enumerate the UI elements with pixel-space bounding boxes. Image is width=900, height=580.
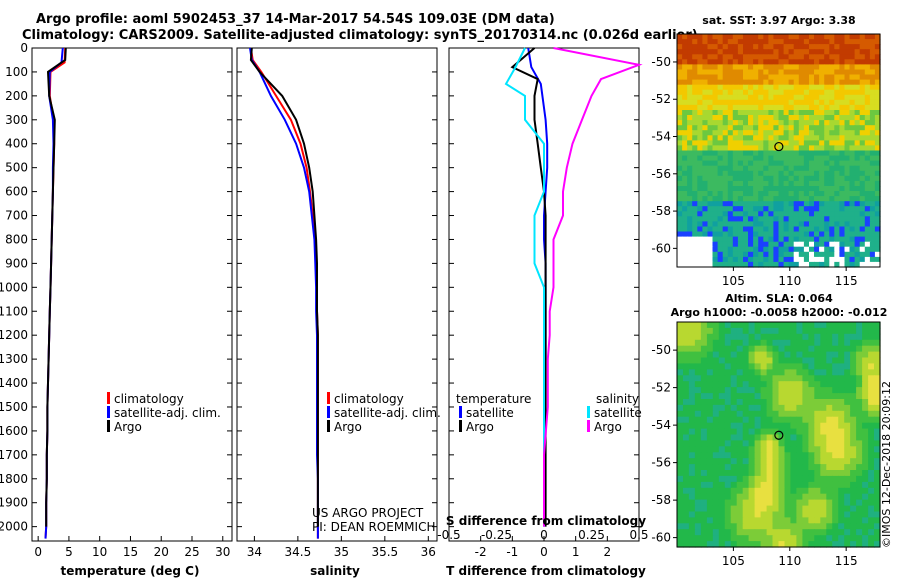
pi-credit: PI: DEAN ROEMMICH [312, 520, 435, 534]
salinity-plot: 34 34.5 35 35.5 36 [237, 47, 437, 559]
s-diff-tick-label: 0.25 [578, 528, 605, 542]
depth-tick-label: 1100 [0, 304, 28, 318]
diff-legend-temp-satellite-swatch [459, 406, 462, 418]
x-tick-label: 35.5 [371, 545, 398, 559]
s-difference-axis-label: S difference from climatology [446, 514, 646, 528]
depth-tick-label: 300 [5, 113, 28, 127]
depth-axis: 0 100 200 300 400 500 600 700 800 900 1000 1100 1200… [0, 41, 28, 534]
depth-tick-label: 500 [5, 161, 28, 175]
series-line-climatology [249, 47, 319, 539]
x-tick-label: 15 [123, 545, 138, 559]
x-tick-label: 0 [34, 545, 42, 559]
x-tick-label: 1 [572, 545, 580, 559]
sal-legend-satellite-swatch [327, 406, 330, 418]
depth-tick-label: 1600 [0, 424, 28, 438]
x-tick-label: 2 [604, 545, 612, 559]
depth-tick-label: 900 [5, 256, 28, 270]
depth-tick-label: 1500 [0, 400, 28, 414]
x-tick-label: 20 [154, 545, 169, 559]
climatology-title: Climatology: CARS2009. Satellite-adjuste… [22, 28, 698, 43]
depth-tick-label: 200 [5, 89, 28, 103]
s-diff-tick-label: 0.5 [629, 528, 648, 542]
series-line-salinity-argo [543, 47, 643, 527]
temp-legend-satellite: satellite-adj. clim. [114, 406, 221, 420]
series-line-salinity-satellite [504, 47, 545, 527]
diff-legend-temp-satellite: satellite [466, 406, 514, 420]
legend-satellite-swatch [107, 406, 110, 418]
legend-argo-swatch [107, 420, 110, 432]
salinity-panel [236, 47, 438, 542]
depth-tick-label: 100 [5, 65, 28, 79]
s-diff-tick-label: -0.5 [437, 528, 460, 542]
series-line-satellite-adj-clim- [249, 47, 319, 539]
depth-tick-label: 2000 [0, 520, 28, 534]
x-tick-label: 30 [215, 545, 230, 559]
series-line-argo [45, 47, 67, 527]
x-tick-label: 34.5 [285, 545, 312, 559]
depth-tick-label: 1700 [0, 448, 28, 462]
diff-legend-sal-satellite: satellite [594, 406, 642, 420]
x-tick-label: 5 [65, 545, 73, 559]
temp-legend-climatology: climatology [114, 392, 184, 406]
sal-legend-argo: Argo [334, 420, 362, 434]
profile-title: Argo profile: aoml 5902453_37 14-Mar-201… [36, 12, 555, 27]
temperature-panel [31, 47, 233, 542]
sal-legend-satellite: satellite-adj. clim. [334, 406, 441, 420]
temperature-axis-label: temperature (deg C) [61, 564, 200, 578]
sal-legend-argo-swatch [327, 420, 330, 432]
s-diff-tick-label: -0.25 [481, 528, 512, 542]
diff-legend-sal-argo: Argo [594, 420, 622, 434]
salinity-axis-label: salinity [310, 564, 360, 578]
depth-tick-label: 1300 [0, 352, 28, 366]
x-tick-label: 34 [247, 545, 262, 559]
temp-legend-argo: Argo [114, 420, 142, 434]
legend-climatology-swatch [107, 392, 110, 404]
diff-legend-sal-satellite-swatch [587, 406, 590, 418]
depth-tick-label: 1800 [0, 472, 28, 486]
x-tick-label: 36 [421, 545, 436, 559]
temperature-plot: 0 5 10 15 20 25 30 [32, 47, 232, 559]
series-line-argo [249, 47, 319, 527]
depth-tick-label: 0 [20, 41, 28, 55]
project-credit: US ARGO PROJECT [312, 506, 424, 520]
difference-plot: -2 -1 0 1 2 -0.5 -0.25 0 0.25 0.5 [437, 47, 649, 559]
series-line-temperature-argo [510, 47, 547, 527]
depth-tick-label: 1200 [0, 328, 28, 342]
sal-legend-climatology: climatology [334, 392, 404, 406]
diff-legend-temp-argo-swatch [459, 420, 462, 432]
s-diff-tick-label: 0 [540, 528, 548, 542]
t-difference-axis-label: T difference from climatology [446, 564, 646, 578]
depth-tick-label: 1400 [0, 376, 28, 390]
diff-legend-temperature-title: temperature [456, 392, 531, 406]
depth-tick-label: 600 [5, 185, 28, 199]
x-tick-label: 0 [540, 545, 548, 559]
x-tick-label: 25 [184, 545, 199, 559]
diff-legend-salinity-title: salinity [596, 392, 639, 406]
diff-legend-temp-argo: Argo [466, 420, 494, 434]
depth-tick-label: 700 [5, 209, 28, 223]
depth-tick-label: 800 [5, 232, 28, 246]
sal-legend-climatology-swatch [327, 392, 330, 404]
depth-tick-label: 1900 [0, 496, 28, 510]
x-tick-label: -1 [506, 545, 518, 559]
diff-legend-sal-argo-swatch [587, 420, 590, 432]
x-tick-label: -2 [475, 545, 487, 559]
x-tick-label: 10 [92, 545, 107, 559]
depth-tick-label: 1000 [0, 280, 28, 294]
depth-tick-label: 400 [5, 137, 28, 151]
x-tick-label: 35 [334, 545, 349, 559]
